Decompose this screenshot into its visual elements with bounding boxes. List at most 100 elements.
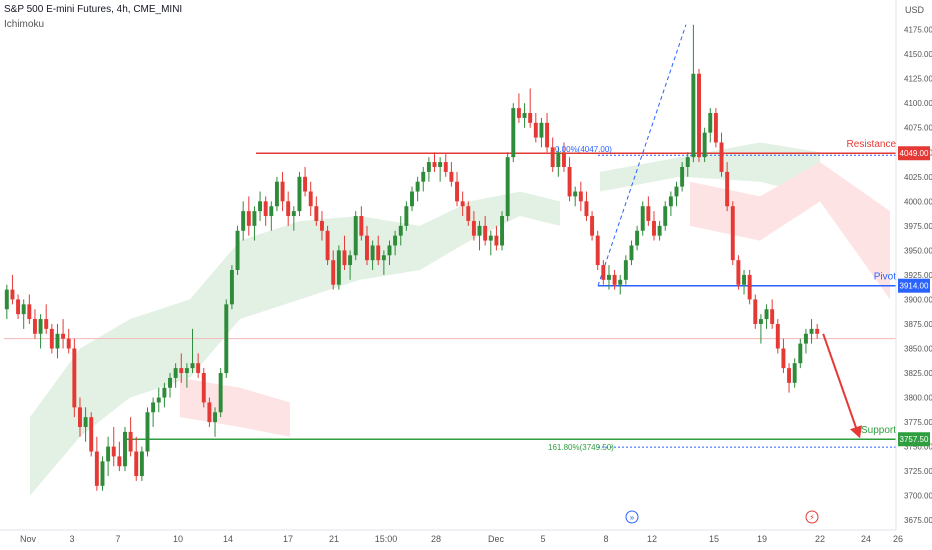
candle-body (742, 274, 746, 285)
price-tick-label: 3775.00 (904, 418, 932, 427)
price-tick-label: 4075.00 (904, 124, 932, 133)
ichimoku-cloud-bearish (180, 377, 290, 437)
candle-body (55, 333, 60, 349)
candle-body (331, 260, 336, 285)
fib-trend-line (597, 24, 687, 286)
candle-body (792, 363, 797, 383)
candle-body (10, 289, 15, 300)
pivot-tag (898, 278, 930, 293)
time-tick-label: 12 (647, 534, 657, 544)
time-tick-label: 14 (223, 534, 233, 544)
candle-body (252, 211, 257, 226)
candle-body (781, 348, 786, 369)
candle-body (494, 235, 499, 246)
pivot-label: Pivot (874, 272, 896, 283)
candle-body (567, 166, 572, 197)
candle-body (297, 176, 302, 212)
candle-body (432, 162, 437, 167)
candle-body (213, 412, 218, 423)
candle-body (758, 319, 763, 324)
candle-body (207, 402, 212, 423)
candle-body (348, 255, 353, 266)
price-tick-label: 3800.00 (904, 394, 932, 403)
candle-body (303, 176, 308, 192)
candle-body (426, 162, 431, 172)
candle-body (49, 328, 54, 349)
candle-body (201, 373, 206, 403)
candle-body (32, 319, 37, 334)
candle-body (691, 73, 696, 158)
candle-body (359, 216, 364, 236)
candle-body (528, 113, 533, 123)
candle-body (511, 108, 516, 158)
candle-body (179, 368, 184, 374)
time-tick-label: 10 (173, 534, 183, 544)
candle-body (466, 206, 471, 221)
candle-body (66, 338, 71, 349)
candle-body (61, 333, 66, 339)
candle-body (533, 122, 538, 138)
candle-body (139, 451, 144, 477)
candle-body (27, 304, 32, 320)
candle-body (590, 216, 595, 236)
candle-body (376, 245, 381, 261)
price-tick-label: 3850.00 (904, 344, 932, 353)
candle-body (612, 274, 617, 285)
price-tick-label: 4125.00 (904, 75, 932, 84)
candle-body (545, 122, 550, 148)
candle-body (184, 368, 189, 374)
candle-body (336, 250, 341, 285)
candle-body (455, 181, 459, 202)
ichimoku-cloud-bearish-2 (690, 162, 890, 300)
candle-body (128, 431, 133, 452)
price-tick-label: 4150.00 (904, 50, 932, 59)
candle-body (753, 299, 758, 324)
candle-body (770, 309, 775, 324)
candle-body (629, 245, 634, 261)
candle-body (156, 397, 161, 403)
resistance-tag-text: 4049.00 (900, 149, 929, 158)
candle-body (410, 191, 414, 207)
candle-body (736, 260, 741, 285)
candle-body (168, 377, 172, 388)
ichimoku-cloud-bullish-2 (600, 142, 820, 197)
price-tick-label: 3975.00 (904, 222, 932, 231)
candle-body (561, 152, 566, 167)
candle-body (635, 230, 640, 246)
candle-body (680, 166, 685, 187)
candle-body (668, 196, 673, 207)
support-tag-text: 3757.50 (900, 435, 929, 444)
lightning-icon-glyph: ⚡ (809, 513, 815, 522)
time-tick-label: 15:00 (375, 534, 398, 544)
price-tick-label: 3675.00 (904, 516, 932, 525)
candle-body (421, 171, 426, 182)
time-tick-label: 7 (115, 534, 120, 544)
candle-body (663, 206, 668, 226)
candle-body (516, 108, 521, 118)
candle-body (747, 274, 752, 300)
D-icon-glyph: » (630, 513, 635, 522)
candle-body (393, 235, 398, 246)
candle-body (775, 323, 780, 349)
candle-body (640, 206, 645, 231)
time-tick-label: 15 (709, 534, 719, 544)
candle-body (657, 225, 662, 236)
candle-body (719, 142, 724, 172)
currency-label: USD (905, 5, 925, 15)
candle-body (162, 387, 167, 398)
price-tick-label: 4175.00 (904, 26, 932, 35)
candle-body (224, 304, 229, 374)
fib-bottom-label: 161.80%(3749.50) (548, 443, 614, 452)
candle-body (387, 245, 392, 256)
candle-body (44, 319, 49, 329)
candle-body (123, 431, 127, 467)
time-tick-label: 19 (757, 534, 767, 544)
candle-body (246, 211, 251, 226)
candle-body (365, 235, 369, 261)
candle-body (78, 407, 82, 427)
candle-body (263, 201, 268, 217)
time-tick-label: 3 (69, 534, 74, 544)
candle-body (477, 225, 482, 236)
candle-body (415, 181, 420, 192)
